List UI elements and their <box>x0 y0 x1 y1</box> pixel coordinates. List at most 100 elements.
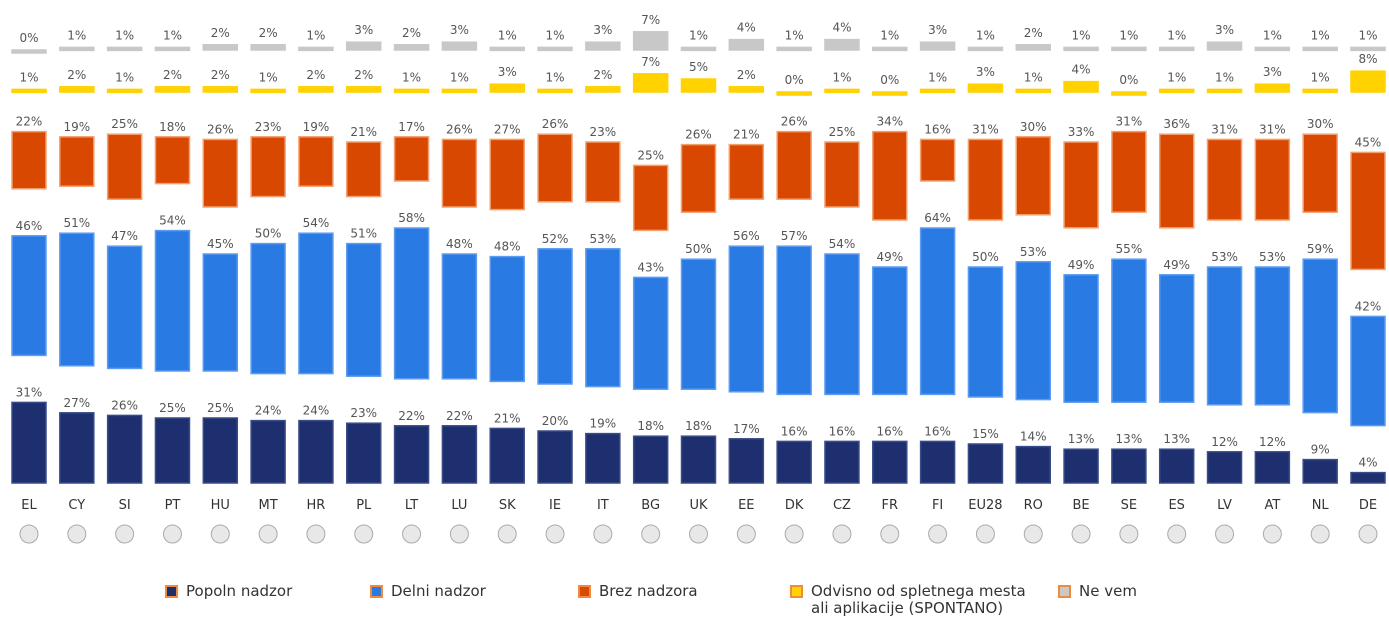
value-label: 56% <box>733 229 760 243</box>
value-label: 53% <box>1020 245 1047 259</box>
bar <box>250 419 286 484</box>
x-tick-label: IT <box>597 498 609 513</box>
value-label: 26% <box>111 398 138 412</box>
bar <box>728 245 765 393</box>
value-label: 2% <box>1024 26 1043 40</box>
value-label: 30% <box>1307 117 1334 131</box>
value-label: 58% <box>398 211 425 225</box>
value-label: 2% <box>211 26 230 40</box>
bar <box>585 432 621 484</box>
value-label: 25% <box>111 117 138 131</box>
bar <box>872 440 908 484</box>
value-label: 22% <box>398 409 425 423</box>
value-label: 1% <box>1167 28 1186 42</box>
bar <box>1111 130 1147 213</box>
value-label: 16% <box>781 424 808 438</box>
bar <box>11 235 47 357</box>
bar <box>1111 91 1147 96</box>
value-label: 7% <box>641 13 660 27</box>
value-label: 48% <box>494 240 521 254</box>
value-label: 20% <box>542 414 569 428</box>
x-tick-label: FR <box>882 498 899 513</box>
flag <box>641 524 661 544</box>
value-label: 50% <box>972 250 999 264</box>
bar <box>776 46 812 52</box>
bar <box>346 41 382 51</box>
bar <box>919 227 956 396</box>
value-label: 22% <box>446 409 473 423</box>
bar <box>919 138 956 182</box>
x-tick-label: EE <box>738 498 754 513</box>
value-label: 3% <box>976 65 995 79</box>
bar <box>1158 274 1195 403</box>
legend-swatch <box>165 585 178 598</box>
bar <box>776 440 812 484</box>
value-label: 23% <box>590 125 617 139</box>
flag <box>497 524 517 544</box>
value-label: 16% <box>924 424 951 438</box>
bar <box>1111 46 1147 52</box>
value-label: 12% <box>1211 435 1238 449</box>
value-label: 1% <box>19 70 38 84</box>
value-label: 1% <box>976 28 995 42</box>
bar <box>489 83 525 93</box>
value-label: 16% <box>924 122 951 136</box>
value-label: 49% <box>876 250 903 264</box>
value-label: 16% <box>876 424 903 438</box>
bar <box>154 46 191 52</box>
bar <box>106 46 143 52</box>
bar <box>1254 266 1291 406</box>
x-tick-label: HU <box>211 498 230 513</box>
bar <box>489 427 525 484</box>
value-label: 4% <box>1358 456 1377 470</box>
x-tick-label: RO <box>1024 498 1043 513</box>
bar <box>11 49 47 54</box>
x-tick-label: LT <box>405 498 418 513</box>
flag <box>67 524 87 544</box>
value-label: 25% <box>207 401 234 415</box>
flag <box>162 524 182 544</box>
bar <box>776 245 812 396</box>
value-label: 47% <box>111 229 138 243</box>
value-label: 4% <box>832 21 851 35</box>
value-label: 0% <box>880 73 899 87</box>
value-label: 46% <box>16 219 43 233</box>
bar <box>11 88 47 94</box>
value-label: 59% <box>1307 242 1334 256</box>
legend-label: Odvisno od spletnega mesta ali aplikacij… <box>811 582 1026 617</box>
bar <box>1063 274 1099 403</box>
bar <box>632 276 669 390</box>
value-label: 54% <box>829 237 856 251</box>
value-label: 3% <box>450 23 469 37</box>
bar <box>585 86 621 93</box>
bar <box>106 414 143 484</box>
bar <box>1015 88 1051 94</box>
value-label: 57% <box>781 229 808 243</box>
value-label: 5% <box>689 60 708 74</box>
value-label: 25% <box>159 401 186 415</box>
bar <box>680 78 717 93</box>
value-label: 26% <box>207 122 234 136</box>
value-label: 1% <box>450 70 469 84</box>
bar <box>393 425 430 484</box>
value-label: 18% <box>685 419 712 433</box>
value-label: 27% <box>63 396 90 410</box>
bar <box>202 417 239 484</box>
bar <box>1206 88 1243 94</box>
bar <box>298 232 334 375</box>
x-tick-label: BG <box>641 498 660 513</box>
value-label: 1% <box>785 28 804 42</box>
bar <box>250 136 286 198</box>
value-label: 1% <box>67 28 86 42</box>
bar <box>11 130 47 190</box>
bar <box>776 91 812 96</box>
value-label: 13% <box>1163 432 1190 446</box>
value-label: 2% <box>163 68 182 82</box>
value-label: 1% <box>1072 28 1091 42</box>
value-label: 31% <box>972 122 999 136</box>
flag <box>1262 524 1282 544</box>
x-tick-label: PT <box>165 498 181 513</box>
value-label: 8% <box>1358 52 1377 66</box>
bar <box>1015 261 1051 401</box>
value-label: 19% <box>303 120 330 134</box>
